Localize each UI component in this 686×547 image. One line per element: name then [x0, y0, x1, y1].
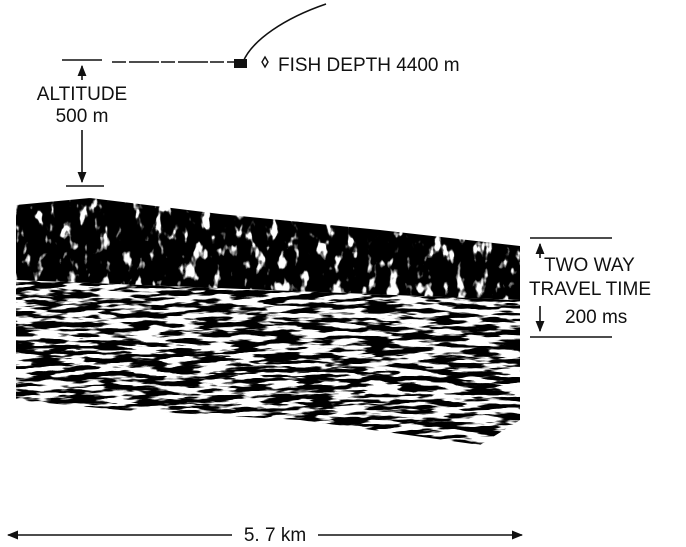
- sediment-layers: [16, 330, 520, 400]
- fish: [234, 59, 247, 68]
- fish-label: FISH DEPTH 4400 m: [278, 55, 460, 76]
- travel-time-label: TRAVEL TIME: [529, 279, 651, 300]
- distance-label: 5. 7 km: [244, 525, 306, 546]
- tow-cable: [242, 3, 327, 63]
- altitude-label: ALTITUDE: [37, 84, 127, 105]
- travel-time-value: 200 ms: [565, 307, 627, 328]
- seabed-reflection: [16, 198, 520, 262]
- travel-time-label: TWO WAY: [544, 255, 635, 276]
- altitude-value: 500 m: [56, 106, 109, 127]
- fish-symbol: [261, 55, 269, 69]
